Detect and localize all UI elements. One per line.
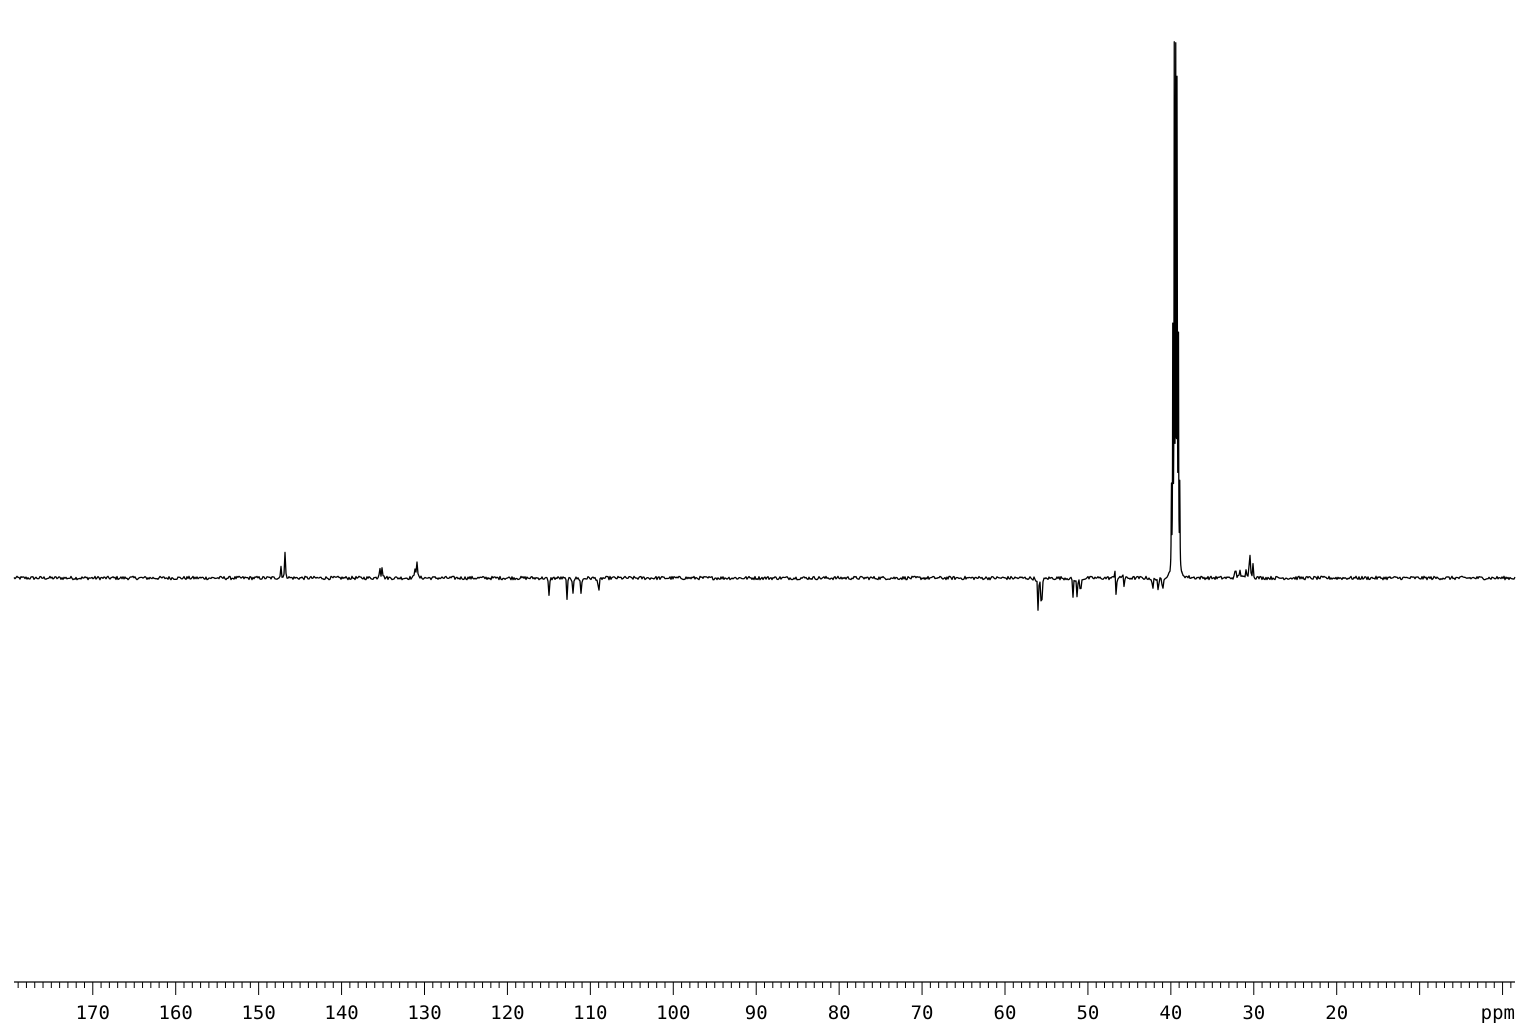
x-axis-tick-label: 160 xyxy=(159,1002,193,1024)
x-axis-tick-label: 50 xyxy=(1076,1002,1099,1024)
x-axis-tick-label: 110 xyxy=(573,1002,607,1024)
x-axis-unit-label: ppm xyxy=(1481,1002,1515,1024)
x-axis-tick-label: 170 xyxy=(76,1002,110,1024)
x-axis-tick-label: 100 xyxy=(656,1002,690,1024)
plot-area xyxy=(13,41,1516,611)
spectrum-trace xyxy=(13,41,1516,611)
x-axis-tick-label: 140 xyxy=(324,1002,358,1024)
x-axis-tick-labels: 170 160 150 140 130 120 110 100 90 80 70 60 50 40 30 20 xyxy=(76,1002,1349,1024)
x-axis-major-ticks xyxy=(92,982,1504,995)
x-axis-tick-label: 90 xyxy=(745,1002,768,1024)
x-axis-minor-ticks xyxy=(17,982,1512,988)
x-axis-tick-label: 80 xyxy=(828,1002,851,1024)
x-axis-tick-label: 40 xyxy=(1159,1002,1182,1024)
x-axis-tick-label: 150 xyxy=(241,1002,275,1024)
x-axis-tick-label: 70 xyxy=(911,1002,934,1024)
x-axis: 170 160 150 140 130 120 110 100 90 80 70 60 50 40 30 20… xyxy=(14,981,1515,1024)
x-axis-tick-label: 30 xyxy=(1242,1002,1265,1024)
x-axis-tick-label: 20 xyxy=(1325,1002,1348,1024)
x-axis-tick-label: 120 xyxy=(490,1002,524,1024)
x-axis-tick-label: 130 xyxy=(407,1002,441,1024)
x-axis-tick-label: 60 xyxy=(994,1002,1017,1024)
